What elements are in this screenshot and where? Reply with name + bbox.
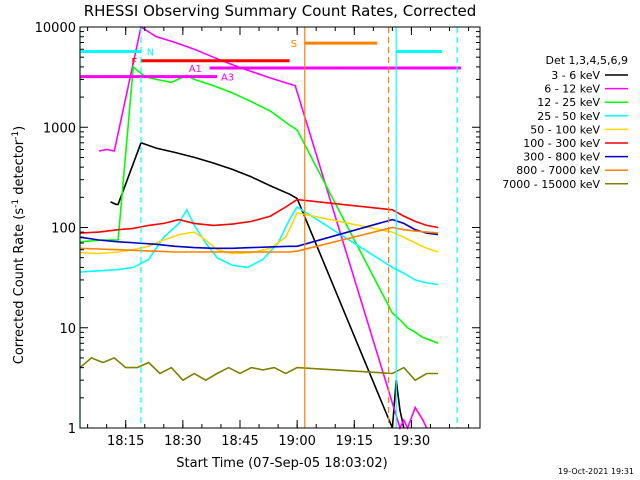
flag-label-f: F <box>131 57 137 68</box>
legend-label-6-12-kev: 6 - 12 keV <box>544 83 600 96</box>
x-tick-label: 18:45 <box>221 434 258 449</box>
legend-label-100-300-kev: 100 - 300 keV <box>523 137 600 150</box>
y-tick-label: 10 <box>59 322 76 337</box>
x-tick-label: 19:00 <box>278 434 315 449</box>
y-axis-label: Corrected Count Rate (s-1 detector-1) <box>11 126 27 364</box>
flag-label-n: N <box>147 47 154 58</box>
legend-label-12-25-kev: 12 - 25 keV <box>537 96 600 109</box>
series-line-12-25-kev <box>79 65 439 345</box>
series-line-300-800-kev <box>79 218 439 250</box>
axes-layer: 18:15 18:30 18:45 19:00 19:15 19:30 1 10 100 1000… <box>35 21 481 449</box>
chart-title: RHESSI Observing Summary Count Rates, Co… <box>84 2 477 20</box>
series-line-3-6-kev <box>110 141 405 429</box>
x-tick-label: 18:30 <box>164 434 201 449</box>
y-tick-label: 1 <box>68 422 76 437</box>
legend-label-300-800-kev: 300 - 800 keV <box>523 151 600 164</box>
legend-label-800-7000-kev: 800 - 7000 keV <box>516 164 600 177</box>
y-tick-label: 1000 <box>43 121 76 136</box>
x-tick-label: 18:15 <box>107 434 144 449</box>
series-layer <box>79 25 439 431</box>
flags-layer: NF A1 A3 S <box>80 39 461 84</box>
legend-label-7000-15000-kev: 7000 - 15000 keV <box>502 178 600 191</box>
series-line-800-7000-kev <box>79 226 439 253</box>
x-tick-label: 19:15 <box>336 434 373 449</box>
x-axis-label: Start Time (07-Sep-05 18:03:02) <box>176 456 387 471</box>
series-line-7000-15000-kev <box>79 356 439 382</box>
flag-label-a3: A3 <box>221 73 234 84</box>
y-tick-label: 10000 <box>35 21 76 36</box>
legend-label-25-50-kev: 25 - 50 keV <box>537 110 600 123</box>
series-line-6-12-kev <box>98 25 428 431</box>
flag-label-s: S <box>291 39 297 50</box>
x-tick-label: 19:30 <box>393 434 430 449</box>
legend-label-3-6-kev: 3 - 6 keV <box>551 69 600 82</box>
legend-title: Det 1,3,4,5,6,9 <box>545 54 628 67</box>
series-line-25-50-kev <box>79 205 439 286</box>
series-line-100-300-kev <box>79 198 439 234</box>
flag-label-a1: A1 <box>189 64 202 75</box>
y-tick-label: 100 <box>51 222 76 237</box>
timestamp: 19-Oct-2021 19:31 <box>558 467 634 476</box>
legend-label-50-100-kev: 50 - 100 keV <box>530 123 600 136</box>
